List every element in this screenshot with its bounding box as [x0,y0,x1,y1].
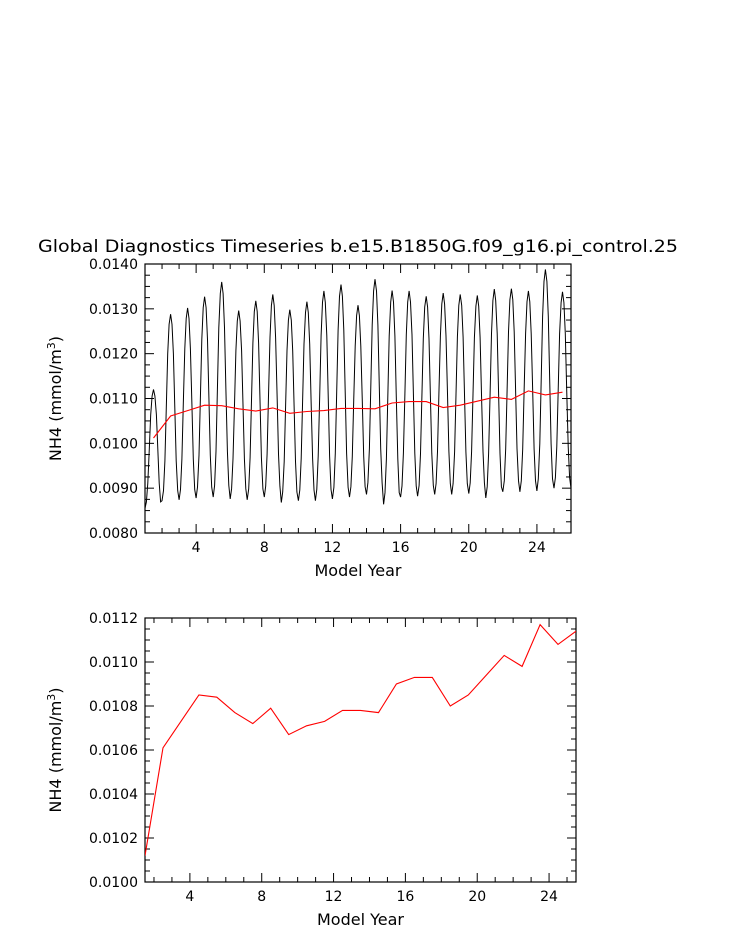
x-tick-label: 20 [460,540,478,556]
y-tick-label: 0.0080 [89,526,138,542]
bottom-annual-panel: 4 8 12 16 20 24 0.0100 0.0102 0.0104 0.0106 0.0108… [45,611,577,929]
y-tick-label: 0.0090 [89,481,138,497]
x-tick-label: 20 [468,889,486,905]
y-axis-label-superscript: 3 [45,694,58,701]
series-line-monthly [145,269,571,509]
series-line-annual-mean [153,390,563,439]
y-axis-label: NH4 (mmol/m3) [45,336,65,461]
x-axis-label: Model Year [317,910,404,929]
y-axis-label: NH4 (mmol/m3) [45,687,65,812]
x-tick-label: 16 [392,540,410,556]
series-line-annual-mean [145,623,576,856]
y-tick-label: 0.0100 [89,436,138,452]
y-tick-label: 0.0140 [89,257,138,273]
y-axis-label-text: NH4 (mmol/m [46,701,65,813]
x-axis-label: Model Year [315,561,402,580]
y-tick-label: 0.0130 [89,302,138,318]
y-tick-label: 0.0110 [89,655,138,671]
x-tick-label: 12 [324,540,342,556]
y-axis-label-close: ) [46,336,65,342]
y-tick-label: 0.0102 [89,831,138,847]
x-tick-label: 12 [325,889,343,905]
x-tick-label: 8 [257,889,266,905]
x-tick-label: 4 [185,889,194,905]
top-timeseries-panel: 4 8 12 16 20 24 0.0080 0.0090 0.0100 0.0110 0.0120… [45,257,572,580]
x-tick-label: 24 [528,540,546,556]
x-tick-label: 16 [396,889,414,905]
x-tick-label: 4 [192,540,201,556]
y-tick-label: 0.0110 [89,392,138,408]
x-tick-label: 8 [260,540,269,556]
y-tick-label: 0.0100 [89,875,138,891]
y-tick-label: 0.0120 [89,347,138,363]
y-tick-label: 0.0106 [89,743,138,759]
y-axis-label-close: ) [46,687,65,693]
y-tick-label: 0.0104 [89,787,138,803]
y-tick-label: 0.0108 [89,699,138,715]
x-tick-label: 24 [540,889,558,905]
plot-frame [144,617,577,883]
y-axis-label-text: NH4 (mmol/m [46,349,65,461]
y-tick-label: 0.0112 [89,611,138,627]
figure-title: Global Diagnostics Timeseries b.e15.B185… [38,237,678,257]
y-axis-label-superscript: 3 [45,342,58,349]
